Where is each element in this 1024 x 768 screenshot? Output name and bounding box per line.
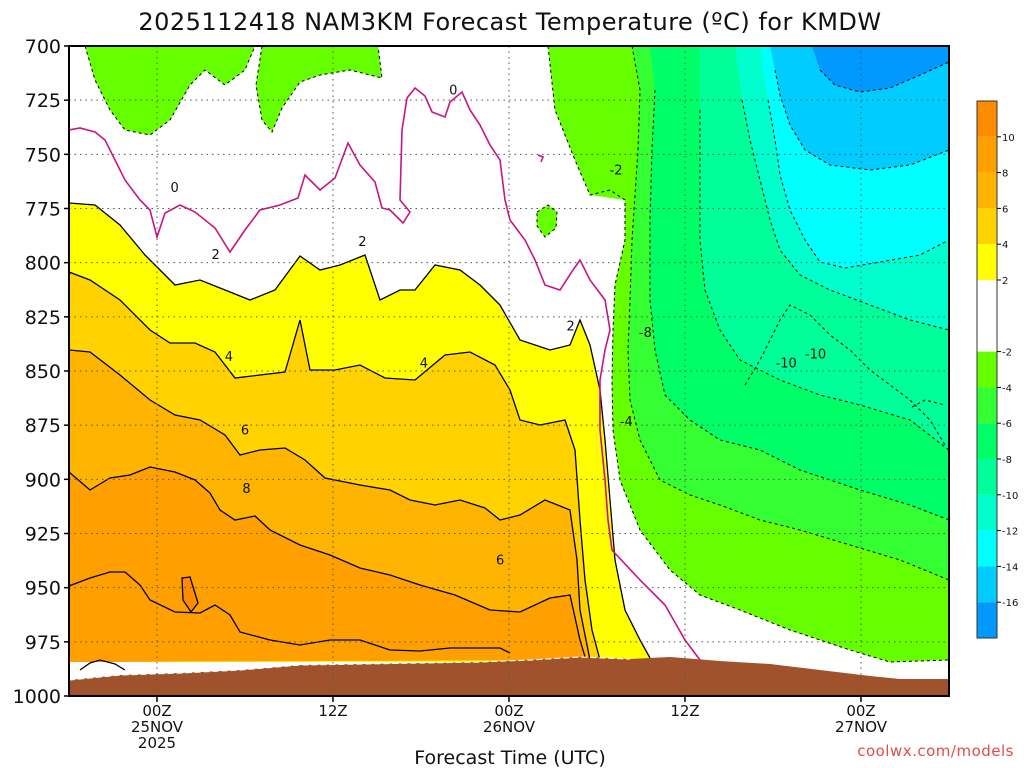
y-tick-label: 725 bbox=[25, 90, 61, 112]
colorbar-tick-label: 6 bbox=[1002, 204, 1008, 215]
colorbar-band bbox=[977, 459, 997, 495]
fill-band-minus16-to-minus18 bbox=[812, 46, 949, 92]
colorbar-tick-label: -2 bbox=[1002, 348, 1012, 359]
y-tick-label: 825 bbox=[25, 307, 61, 329]
y-tick-label: 800 bbox=[25, 253, 61, 275]
contour-line-minus12 bbox=[767, 99, 949, 269]
y-tick-label: 875 bbox=[25, 415, 61, 437]
contour-line-8 bbox=[69, 466, 587, 661]
chart-title: 2025112418 NAM3KM Forecast Temperature (… bbox=[138, 8, 881, 36]
colorbar-tick-label: -14 bbox=[1002, 562, 1018, 573]
contour-line-minus2-pocket-a bbox=[84, 46, 256, 136]
x-tick-label: 00Z bbox=[846, 702, 875, 720]
colorbar-tick-label: 10 bbox=[1002, 133, 1015, 144]
colorbar-band bbox=[977, 136, 997, 173]
colorbar-band bbox=[977, 387, 997, 424]
x-tick-label: 12Z bbox=[318, 702, 347, 720]
colorbar-tick-label: -12 bbox=[1002, 527, 1018, 538]
ground-edge bbox=[69, 656, 631, 681]
contour-line-minus14 bbox=[774, 69, 949, 171]
contour-line-0-upper bbox=[69, 86, 801, 671]
colorbar: 10 8 6 4 2 -2 -4 -6 -8 -10 -12 -14 -16 bbox=[976, 100, 1018, 639]
contour-label: 4 bbox=[420, 356, 428, 371]
contour-line-6 bbox=[69, 349, 591, 661]
x-axis-label: Forecast Time (UTC) bbox=[414, 747, 605, 768]
contour-line-minus8 bbox=[699, 110, 949, 451]
grid-layer bbox=[69, 46, 949, 696]
contour-label: -2 bbox=[610, 164, 623, 179]
colorbar-band bbox=[977, 208, 997, 245]
ground-surface bbox=[69, 657, 949, 696]
colorbar-band bbox=[977, 494, 997, 531]
x-tick-label: 25NOV bbox=[131, 718, 184, 736]
contour-label: -4 bbox=[620, 415, 633, 430]
y-tick-label: 850 bbox=[25, 361, 61, 383]
y-tick-label: 700 bbox=[25, 36, 61, 58]
x-tick-label: 26NOV bbox=[483, 718, 536, 736]
contour-line-10 bbox=[181, 576, 199, 614]
colorbar-band bbox=[977, 172, 997, 209]
fill-pocket-mid bbox=[537, 205, 557, 237]
contour-label: 0 bbox=[170, 181, 178, 196]
contour-label: 6 bbox=[241, 424, 249, 439]
y-tick-label: 775 bbox=[25, 199, 61, 221]
contour-label: 2 bbox=[358, 235, 366, 250]
y-tick-label: 925 bbox=[25, 524, 61, 546]
y-tick-label: 1000 bbox=[13, 686, 61, 708]
y-tick-label: 975 bbox=[25, 632, 61, 654]
contour-line-2 bbox=[69, 202, 651, 659]
contour-label: 6 bbox=[496, 554, 504, 569]
colorbar-band bbox=[977, 101, 997, 137]
colorbar-tick-label: -16 bbox=[1002, 598, 1018, 609]
x-tick-label: 00Z bbox=[142, 702, 171, 720]
x-tick-label: 27NOV bbox=[835, 718, 888, 736]
contour-label: -8 bbox=[639, 326, 652, 341]
y-axis: 700 725 750 775 800 825 850 875 900 925 950 975 1000 bbox=[13, 36, 69, 708]
contour-label: 0 bbox=[449, 83, 457, 98]
contour-label-layer: 0 0 -2 2 2 2 -8 4 4 -10 -10 -4 6 8 6 bbox=[170, 83, 826, 568]
contour-line-8-lower bbox=[69, 571, 511, 654]
colorbar-tick-label: 4 bbox=[1002, 240, 1008, 251]
contour-line-minus2-pocket-b bbox=[255, 46, 383, 133]
contour-label: 2 bbox=[566, 320, 574, 335]
contour-label: -10 bbox=[776, 356, 797, 371]
colorbar-band bbox=[977, 566, 997, 603]
x-tick-label: 00Z bbox=[494, 702, 523, 720]
contour-label: 4 bbox=[225, 350, 233, 365]
contour-label: -10 bbox=[805, 348, 826, 363]
contour-line-minus10-b bbox=[744, 304, 946, 446]
colorbar-tick-label: -8 bbox=[1002, 455, 1012, 466]
colorbar-band bbox=[977, 351, 997, 388]
fill-pocket-upper-left-a bbox=[85, 46, 255, 135]
y-tick-label: 750 bbox=[25, 144, 61, 166]
fill-pocket-upper-left-b bbox=[256, 46, 382, 132]
contour-line-minus2-pocket-c bbox=[536, 204, 558, 238]
x-tick-label: 12Z bbox=[670, 702, 699, 720]
colorbar-tick-label: -6 bbox=[1002, 419, 1012, 430]
contour-label: 2 bbox=[212, 248, 220, 263]
colorbar-tick-label: -10 bbox=[1002, 491, 1018, 502]
colorbar-tick-label: 8 bbox=[1002, 169, 1008, 180]
colorbar-band bbox=[977, 244, 997, 280]
credit-text: coolwx.com/models bbox=[857, 742, 1014, 760]
colorbar-band bbox=[977, 280, 997, 352]
y-tick-label: 950 bbox=[25, 578, 61, 600]
colorbar-tick-label: -4 bbox=[1002, 383, 1012, 394]
x-tick-label: 2025 bbox=[138, 734, 176, 752]
temperature-fill-layer bbox=[69, 46, 949, 696]
colorbar-frame bbox=[976, 100, 998, 639]
contour-line-10-b bbox=[79, 659, 126, 671]
contour-line-minus16 bbox=[819, 61, 949, 93]
colorbar-band bbox=[977, 530, 997, 567]
contour-label: 8 bbox=[242, 482, 250, 497]
contour-line-minus10-c bbox=[911, 399, 946, 408]
contour-line-0-blob bbox=[537, 154, 545, 163]
fill-band-10-to-12-a bbox=[182, 577, 198, 612]
colorbar-band bbox=[977, 602, 997, 638]
colorbar-band bbox=[977, 423, 997, 459]
y-tick-label: 900 bbox=[25, 469, 61, 491]
colorbar-tick-label: 2 bbox=[1002, 276, 1008, 287]
